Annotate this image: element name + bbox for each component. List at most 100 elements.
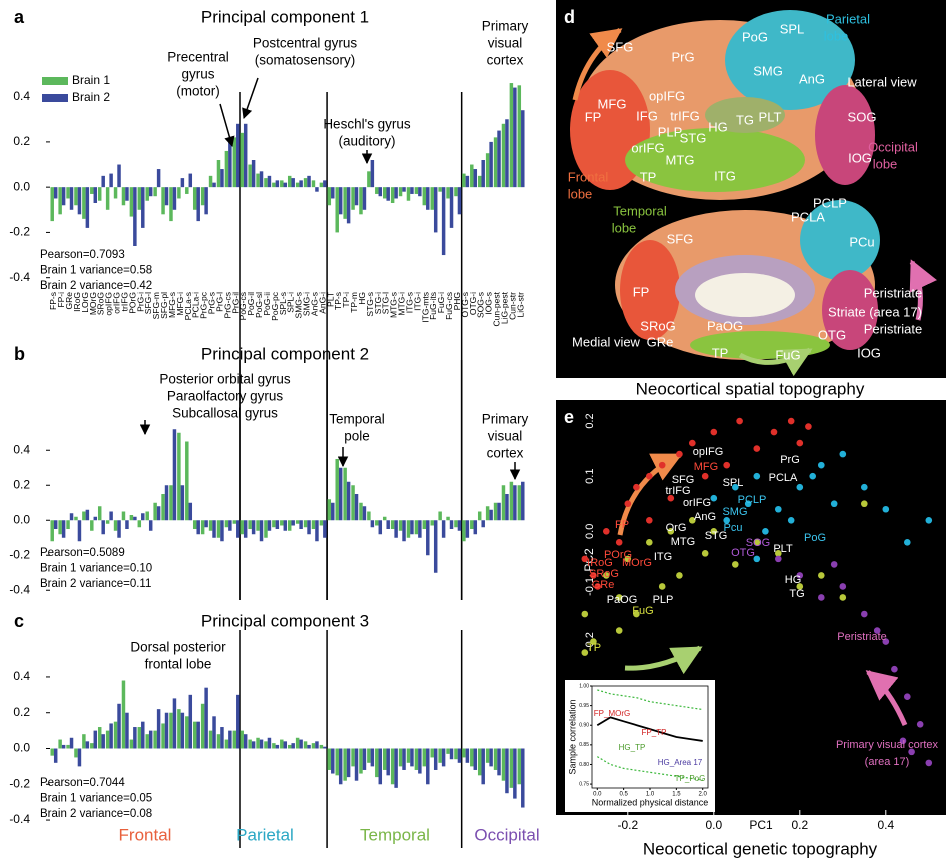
bar (228, 520, 232, 531)
bar (188, 173, 193, 188)
bar (346, 748, 351, 778)
scatter-point (723, 461, 730, 469)
panel-letter: a (14, 7, 25, 27)
annotation: (somatosensory) (255, 53, 356, 68)
scatter-point (736, 417, 743, 425)
bar (267, 175, 272, 188)
bar (319, 744, 324, 749)
scatter-point (658, 461, 666, 469)
bar (172, 187, 177, 210)
bar (497, 748, 501, 776)
inset-line (596, 716, 703, 742)
x-tick-label: SPL-s (278, 292, 288, 315)
bar (390, 187, 395, 203)
bar (493, 137, 498, 188)
bar (243, 123, 248, 188)
stats-text: Pearson=0.7093 (40, 249, 125, 261)
brain-label: SOG (848, 109, 877, 124)
bar (251, 520, 256, 535)
bar (315, 520, 319, 542)
brain-label: FP (633, 284, 650, 299)
point-label: OrG (666, 522, 687, 534)
scatter-point (581, 649, 589, 656)
bar (394, 520, 398, 538)
brain-label: Temporal (613, 203, 667, 218)
point-label: orIFG (683, 497, 711, 509)
y-tick-label: 0.85 (579, 742, 589, 748)
bar (77, 748, 82, 767)
bar (97, 727, 102, 749)
y-tick-label: 0.1 (584, 469, 596, 484)
bar (133, 516, 137, 521)
x-tick-label: STG-i (373, 292, 383, 314)
bar (109, 173, 113, 188)
bar (141, 721, 145, 749)
brain-label: OTG (818, 327, 846, 342)
bar (161, 187, 165, 215)
bar (481, 520, 485, 528)
panel-letter: c (14, 611, 24, 631)
bar (109, 511, 113, 521)
bar (125, 187, 129, 201)
point-label: opIFG (693, 446, 724, 458)
y-tick-label: -0.4 (9, 582, 30, 596)
point-label: GRe (592, 579, 615, 591)
bar (156, 709, 161, 749)
annotation: pole (344, 429, 370, 444)
annotation: (area 17) (865, 756, 910, 768)
annotation-arrow (219, 103, 235, 148)
y-tick-label: 0.2 (584, 413, 596, 428)
bar (398, 520, 403, 531)
bar (121, 680, 126, 749)
bar (489, 509, 493, 521)
annotation: cortex (487, 53, 524, 68)
bar (517, 85, 522, 188)
bar (433, 748, 438, 770)
bar (53, 187, 58, 199)
brain-panel (556, 0, 946, 378)
bar (101, 175, 105, 188)
bar (299, 739, 303, 749)
scatter-point (809, 472, 816, 480)
brain-label: TG (736, 112, 754, 127)
bar (338, 748, 343, 785)
inset-annotation: FP_MOrG (594, 709, 630, 718)
bar (177, 432, 181, 521)
bar (315, 187, 319, 192)
bar (216, 160, 221, 188)
bar (449, 520, 454, 529)
point-label: PCLA (769, 472, 798, 484)
bar (470, 520, 474, 529)
bar (180, 178, 185, 188)
bar (172, 698, 177, 749)
bar (378, 748, 383, 785)
x-tick-label: PoG-il (246, 292, 256, 316)
bar (303, 178, 308, 188)
bar (90, 520, 94, 531)
bar (311, 180, 316, 188)
arrow (617, 452, 683, 536)
bar (418, 520, 422, 538)
brain-label: Parietal (826, 11, 870, 26)
bar (185, 716, 189, 749)
bar (200, 520, 205, 535)
annotation: Primary visual cortex (836, 739, 939, 751)
bar (248, 739, 252, 749)
bar (196, 187, 200, 222)
bar (232, 730, 237, 749)
point-label: SFG (672, 474, 695, 486)
bar (93, 187, 98, 203)
point-label: MTG (671, 536, 695, 548)
scatter-point (753, 472, 761, 480)
x-tick-label: LiG-str (515, 292, 525, 318)
bar (69, 737, 74, 749)
scatter-point (904, 693, 911, 701)
brain-label: FP (585, 109, 602, 124)
x-tick-label: STG-s (365, 292, 375, 317)
arrow (738, 347, 813, 377)
x-tick-label: Cun-str (507, 292, 517, 320)
x-tick-label: TP-i (341, 292, 351, 308)
bar (501, 485, 506, 521)
y-tick-label: 0.2 (13, 134, 30, 148)
bar (61, 744, 66, 749)
